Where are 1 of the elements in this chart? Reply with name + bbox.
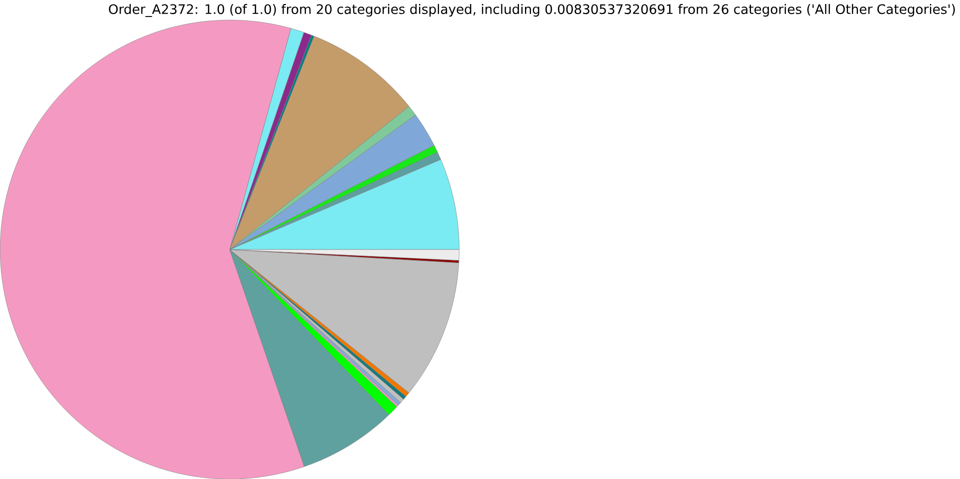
text: Order_A2372: 1.0 (of 1.0) from 20 categories displayed, including 0.00830537320691 from 26 categories ('All Other Categories') [108,4,955,17]
